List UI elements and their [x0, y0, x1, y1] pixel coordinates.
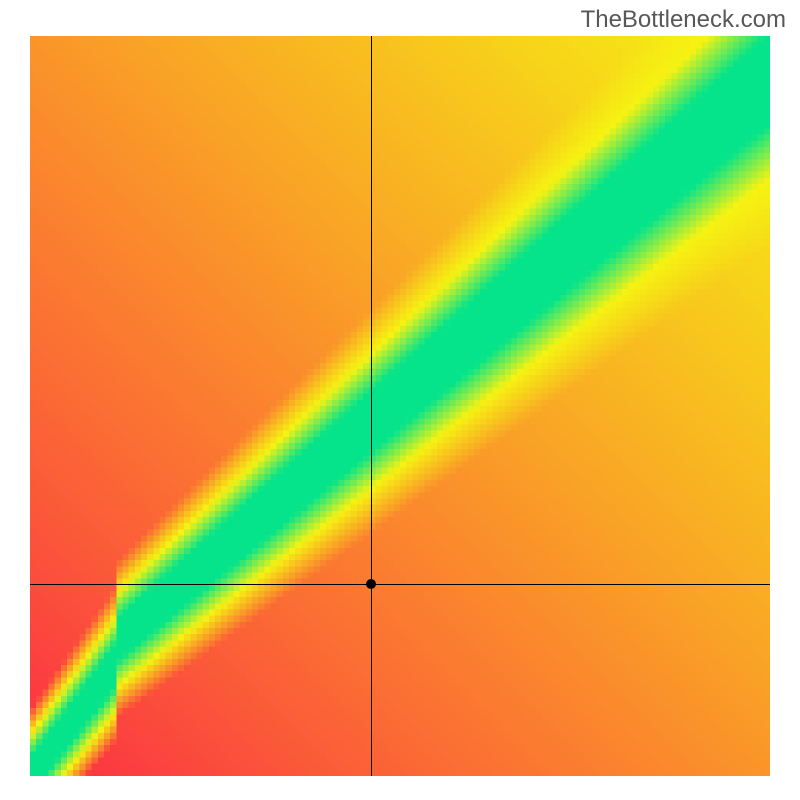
- bottleneck-heatmap: [30, 36, 770, 776]
- site-watermark: TheBottleneck.com: [581, 6, 786, 34]
- crosshair-vertical: [371, 36, 372, 776]
- chart-container: { "watermark": { "text": "TheBottleneck.…: [0, 0, 800, 800]
- crosshair-horizontal: [30, 584, 770, 585]
- crosshair-marker: [366, 579, 376, 589]
